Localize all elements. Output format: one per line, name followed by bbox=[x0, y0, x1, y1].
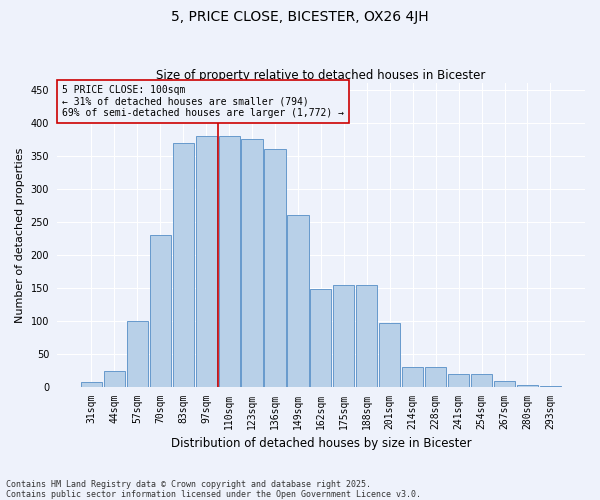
Bar bbox=[241, 140, 263, 387]
Bar bbox=[356, 284, 377, 387]
Bar bbox=[517, 384, 538, 387]
Bar bbox=[402, 368, 423, 387]
Bar bbox=[127, 321, 148, 387]
Bar bbox=[104, 370, 125, 387]
Text: 5, PRICE CLOSE, BICESTER, OX26 4JH: 5, PRICE CLOSE, BICESTER, OX26 4JH bbox=[171, 10, 429, 24]
Bar bbox=[196, 136, 217, 387]
Bar bbox=[448, 374, 469, 387]
Bar bbox=[494, 380, 515, 387]
X-axis label: Distribution of detached houses by size in Bicester: Distribution of detached houses by size … bbox=[170, 437, 471, 450]
Title: Size of property relative to detached houses in Bicester: Size of property relative to detached ho… bbox=[156, 69, 485, 82]
Bar bbox=[334, 284, 355, 387]
Bar bbox=[218, 136, 239, 387]
Text: 5 PRICE CLOSE: 100sqm
← 31% of detached houses are smaller (794)
69% of semi-det: 5 PRICE CLOSE: 100sqm ← 31% of detached … bbox=[62, 84, 344, 118]
Bar bbox=[149, 235, 171, 387]
Bar bbox=[310, 290, 331, 387]
Bar bbox=[287, 216, 308, 387]
Bar bbox=[81, 382, 102, 387]
Bar bbox=[540, 386, 561, 387]
Bar bbox=[173, 142, 194, 387]
Bar bbox=[379, 323, 400, 387]
Bar bbox=[265, 150, 286, 387]
Bar bbox=[471, 374, 492, 387]
Y-axis label: Number of detached properties: Number of detached properties bbox=[15, 148, 25, 323]
Text: Contains HM Land Registry data © Crown copyright and database right 2025.
Contai: Contains HM Land Registry data © Crown c… bbox=[6, 480, 421, 499]
Bar bbox=[425, 368, 446, 387]
